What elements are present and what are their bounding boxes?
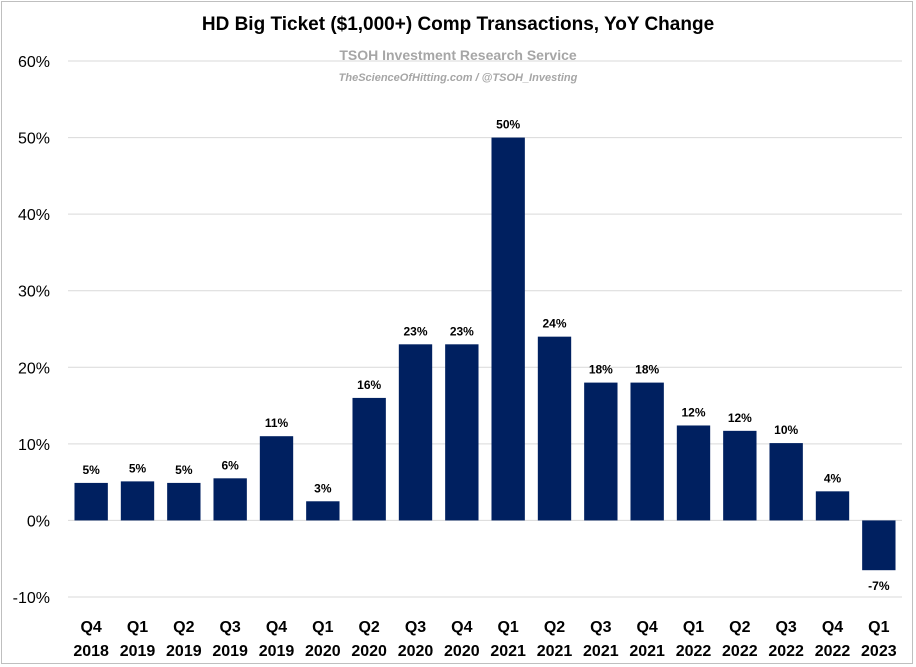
x-tick-label-quarter: Q2	[173, 619, 194, 636]
x-tick-label-year: 2021	[537, 643, 573, 660]
data-label: 12%	[681, 405, 705, 419]
x-tick-label-quarter: Q4	[80, 619, 101, 636]
data-label: 11%	[265, 416, 289, 430]
y-tick-label: -10%	[13, 590, 50, 607]
x-tick-label-year: 2021	[629, 643, 665, 660]
data-label: 3%	[314, 481, 332, 495]
bar	[491, 137, 525, 521]
x-tick-label-year: 2020	[398, 643, 434, 660]
bar	[630, 382, 664, 521]
data-label: 16%	[357, 378, 381, 392]
data-label: 5%	[129, 461, 147, 475]
y-tick-label: 20%	[18, 360, 50, 377]
bar	[584, 382, 618, 521]
x-tick-label-quarter: Q3	[775, 619, 796, 636]
data-label: 10%	[774, 423, 798, 437]
y-tick-label: 60%	[18, 54, 50, 71]
bar	[74, 482, 108, 521]
y-tick-label: 10%	[18, 437, 50, 454]
y-tick-label: 0%	[27, 513, 50, 530]
x-tick-label-year: 2022	[768, 643, 804, 660]
x-tick-label-year: 2019	[166, 643, 202, 660]
x-tick-label-quarter: Q4	[266, 619, 287, 636]
bar	[167, 482, 201, 521]
x-tick-label-year: 2018	[73, 643, 109, 660]
x-tick-label-year: 2021	[490, 643, 526, 660]
chart-source: TheScienceOfHitting.com / @TSOH_Investin…	[338, 72, 578, 84]
x-tick-label-quarter: Q2	[729, 619, 750, 636]
x-tick-label-quarter: Q1	[127, 619, 148, 636]
data-label: 18%	[589, 363, 613, 377]
x-tick-label-year: 2022	[815, 643, 851, 660]
x-tick-label-quarter: Q4	[636, 619, 657, 636]
x-tick-label-year: 2019	[120, 643, 156, 660]
y-tick-label: 30%	[18, 284, 50, 301]
bar	[445, 344, 479, 521]
x-tick-label-quarter: Q1	[497, 619, 518, 636]
chart-title: HD Big Ticket ($1,000+) Comp Transaction…	[201, 14, 715, 35]
data-label: 24%	[542, 317, 566, 331]
x-tick-label-year: 2022	[722, 643, 758, 660]
bar	[676, 425, 711, 521]
data-label: 23%	[450, 324, 474, 338]
data-label: 5%	[82, 463, 100, 477]
x-tick-label-quarter: Q4	[451, 619, 472, 636]
bar	[259, 436, 294, 521]
x-tick-label-year: 2022	[676, 643, 712, 660]
data-label: 4%	[824, 471, 842, 485]
data-label: 6%	[221, 458, 239, 472]
x-tick-label-year: 2021	[583, 643, 619, 660]
bar	[213, 478, 247, 521]
x-tick-label-quarter: Q1	[312, 619, 333, 636]
y-tick-label: 40%	[18, 207, 50, 224]
x-tick-label-quarter: Q2	[544, 619, 565, 636]
bar	[398, 344, 433, 521]
bar	[537, 336, 572, 521]
x-tick-label-year: 2019	[259, 643, 295, 660]
bar	[120, 481, 155, 521]
data-label: 50%	[496, 118, 520, 132]
data-label: 18%	[635, 363, 659, 377]
x-tick-label-year: 2020	[351, 643, 387, 660]
bar	[769, 443, 803, 521]
data-label: 5%	[175, 463, 193, 477]
bar	[815, 491, 850, 521]
y-tick-label: 50%	[18, 131, 50, 148]
x-tick-label-year: 2023	[861, 643, 897, 660]
data-label: -7%	[868, 579, 890, 593]
x-tick-label-quarter: Q1	[868, 619, 889, 636]
x-tick-label-quarter: Q3	[219, 619, 240, 636]
x-tick-label-year: 2019	[212, 643, 248, 660]
x-tick-label-quarter: Q3	[405, 619, 426, 636]
bar	[862, 520, 896, 571]
x-tick-label-quarter: Q1	[683, 619, 704, 636]
x-tick-label-year: 2020	[444, 643, 480, 660]
bar	[352, 397, 386, 521]
bar	[306, 501, 340, 521]
chart-subtitle: TSOH Investment Research Service	[339, 47, 577, 63]
data-label: 23%	[403, 324, 427, 338]
data-label: 12%	[728, 411, 752, 425]
x-tick-label-quarter: Q4	[822, 619, 843, 636]
x-tick-label-year: 2020	[305, 643, 341, 660]
x-tick-label-quarter: Q3	[590, 619, 611, 636]
x-tick-label-quarter: Q2	[358, 619, 379, 636]
bar	[723, 430, 757, 521]
